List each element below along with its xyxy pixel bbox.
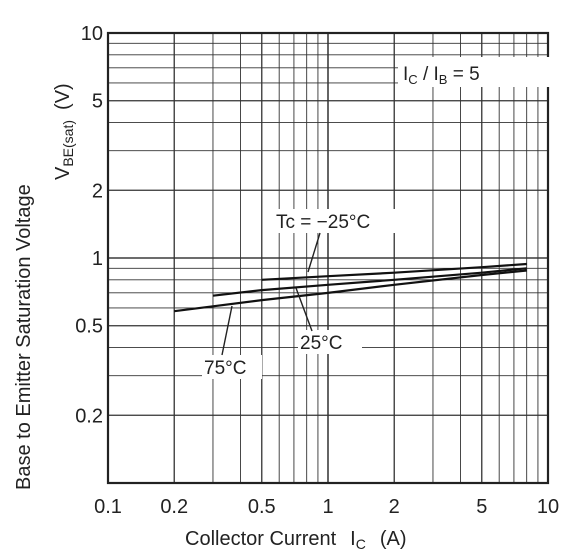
x-tick-label: 1 [322,496,333,518]
x-tick-label: 0.1 [94,496,122,518]
series-label-tc-minus25: Tc = −25°C [276,212,370,233]
y-tick-label: 1 [92,248,103,270]
y-tick-label: 0.5 [75,316,103,338]
y-tick-label: 10 [81,23,103,45]
y-tick-label: 2 [92,180,103,202]
x-tick-label: 0.2 [160,496,188,518]
x-tick-label: 10 [537,496,559,518]
grid [108,33,548,483]
y-tick-label: 0.2 [75,405,103,427]
x-tick-label: 0.5 [248,496,276,518]
x-tick-label: 2 [389,496,400,518]
y-axis-title: Base to Emitter Saturation Voltage [13,184,35,490]
series-label-75c: 75°C [204,358,246,379]
series-label-25c: 25°C [300,333,342,354]
y-tick-label: 5 [92,91,103,113]
x-tick-label: 5 [476,496,487,518]
